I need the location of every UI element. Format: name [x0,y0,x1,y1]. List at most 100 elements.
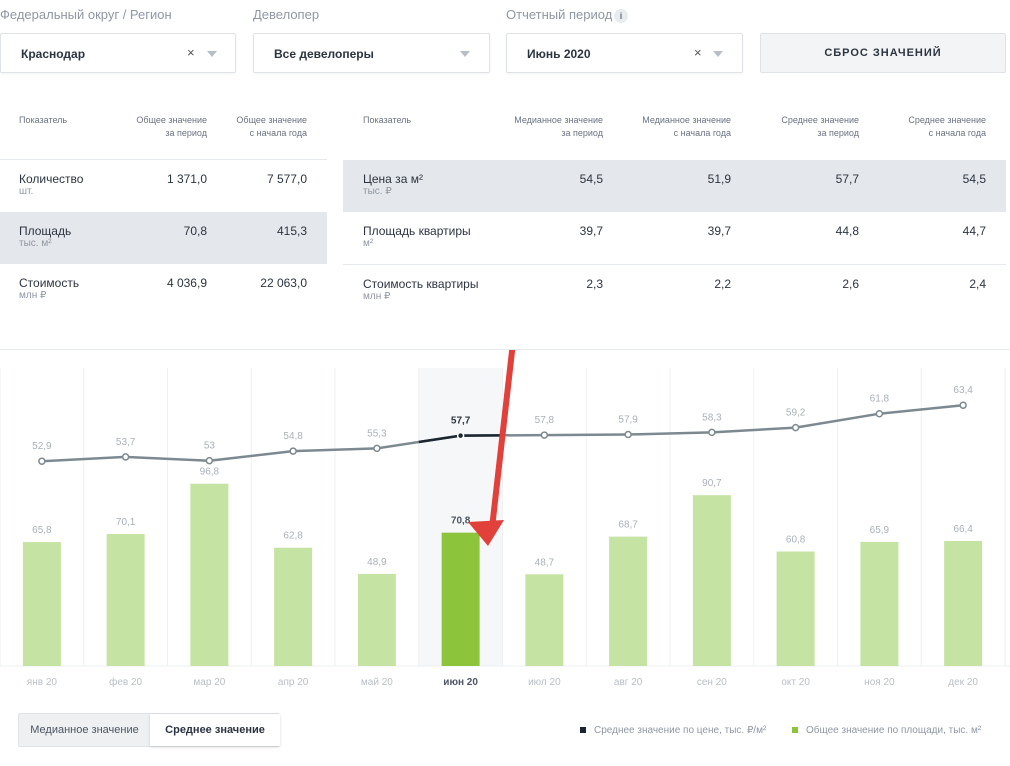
price-point [959,401,967,409]
price-point [205,456,214,465]
monthly-chart: 65,8 70,1 96,8 62,8 48,9 70,8 48,7 68,7 90,7 60,8… [0,350,1010,690]
price-value-label: 57,7 [451,416,471,427]
x-tick-label: авг 20 [614,677,643,688]
x-tick-label: ноя 20 [864,677,895,688]
bar-янв 20 [22,542,61,666]
table-row[interactable]: Количество шт. 1 371,0 7 577,0 [0,160,327,212]
price-point [289,447,297,455]
legend-area-swatch [792,727,798,734]
row-value-mean-ytd: 54,5 [962,172,986,186]
developer-chevron-down-icon[interactable] [460,51,470,57]
price-value-label: 52,9 [32,441,52,452]
period-clear-icon[interactable]: × [694,45,702,60]
price-value-label: 57,8 [535,415,555,426]
x-tick-label: мар 20 [193,677,225,688]
row-unit: тыс. м² [19,238,52,249]
price-value-label: 61,8 [870,394,890,405]
price-value-label: 58,3 [702,412,722,423]
price-point [456,431,465,440]
averages-table: Показатель Медианное значение за период М… [343,94,1006,348]
region-select[interactable]: Краснодар × [0,33,236,73]
bar-дек 20 [944,540,983,666]
table-row[interactable]: Площадь тыс. м² 70,8 415,3 [0,212,327,264]
totals-header-indicator: Показатель [19,115,68,125]
x-tick-label: май 20 [361,677,393,688]
price-point [121,453,130,461]
info-icon[interactable]: i [614,9,628,23]
bar-value-label: 68,7 [618,520,638,531]
row-value-median-ytd: 2,2 [714,277,731,291]
legend-price-label: Среднее значение по цене, тыс. ₽/м² [594,725,767,736]
totals-table: Показатель Общее значение за период Общее… [0,94,327,348]
table-row[interactable]: Стоимость млн ₽ 4 036,9 22 063,0 [0,264,327,316]
row-value-median-period: 39,7 [579,224,603,238]
price-value-label: 55,3 [367,428,387,439]
bar-мар 20 [190,483,229,666]
x-tick-label: окт 20 [781,677,810,688]
legend-area: Общее значение по площади, тыс. м² [792,725,981,736]
period-select-value: Июнь 2020 [527,47,591,61]
bar-value-label: 60,8 [786,534,806,545]
row-value-mean-ytd: 44,7 [962,224,986,238]
row-label: Количество [19,172,84,186]
mean-toggle-button[interactable]: Среднее значение [150,714,280,746]
x-tick-label: июн 20 [443,677,478,688]
bar-value-label: 90,7 [702,478,722,489]
table-row[interactable]: Цена за м² тыс. ₽ 54,5 51,9 57,7 54,5 [343,160,1006,212]
averages-header-mean-ytd: Среднее значение с начала года [908,115,986,138]
row-value-median-period: 54,5 [579,172,603,186]
row-value-mean-ytd: 2,4 [969,277,986,291]
region-select-value: Краснодар [21,47,86,61]
period-filter-label: Отчетный период [506,7,613,22]
developer-select[interactable]: Все девелоперы [253,33,490,73]
bar-value-label: 70,8 [451,516,471,527]
value-type-toggle[interactable]: Медианное значение Среднее значение [18,713,280,747]
table-row[interactable]: Стоимость квартиры млн ₽ 2,3 2,2 2,6 2,4 [343,265,1006,317]
row-label: Стоимость квартиры [363,277,479,291]
price-value-label: 54,8 [283,431,303,442]
reset-button[interactable]: СБРОС ЗНАЧЕНИЙ [760,33,1006,73]
row-label: Площадь квартиры [363,224,471,238]
averages-header-median-period: Медианное значение за период [514,115,603,138]
bar-авг 20 [609,536,648,666]
row-label: Стоимость [19,276,80,290]
row-unit: м² [363,238,374,249]
annotation-arrow-head [468,520,504,546]
row-value-period: 1 371,0 [166,172,207,186]
period-chevron-down-icon[interactable] [713,51,723,57]
bar-ноя 20 [860,541,899,666]
legend-price: Среднее значение по цене, тыс. ₽/м² [580,725,766,736]
row-value-mean-period: 44,8 [835,224,859,238]
row-unit: млн ₽ [19,290,47,301]
bar-value-label: 48,7 [535,557,555,568]
bar-сен 20 [692,495,731,666]
region-chevron-down-icon[interactable] [207,51,217,57]
median-toggle-button[interactable]: Медианное значение [30,724,139,736]
row-unit: тыс. ₽ [363,186,392,197]
price-value-label: 59,2 [786,408,806,419]
bar-окт 20 [776,551,815,666]
region-clear-icon[interactable]: × [187,45,195,60]
price-point [708,428,716,437]
period-select[interactable]: Июнь 2020 × [506,33,743,73]
price-point [875,409,884,418]
bar-фев 20 [106,533,145,666]
price-value-label: 63,4 [953,385,973,396]
row-value-ytd: 22 063,0 [260,276,307,290]
price-value-label: 53 [204,441,216,452]
x-tick-label: янв 20 [27,677,58,688]
price-value-label: 53,7 [116,437,136,448]
annotation-arrow-shaft [489,350,516,531]
row-value-ytd: 7 577,0 [266,172,307,186]
developer-filter-label: Девелопер [253,7,320,22]
bar-value-label: 70,1 [116,517,136,528]
bar-value-label: 65,8 [32,525,52,536]
price-value-label: 57,9 [618,415,638,426]
row-label: Площадь [19,224,72,238]
row-unit: шт. [19,186,34,197]
legend-area-label: Общее значение по площади, тыс. м² [806,725,982,736]
row-value-mean-period: 57,7 [835,172,859,186]
row-value-median-ytd: 51,9 [707,172,731,186]
price-point [38,457,46,465]
table-row[interactable]: Площадь квартиры м² 39,7 39,7 44,8 44,7 [343,212,1006,264]
